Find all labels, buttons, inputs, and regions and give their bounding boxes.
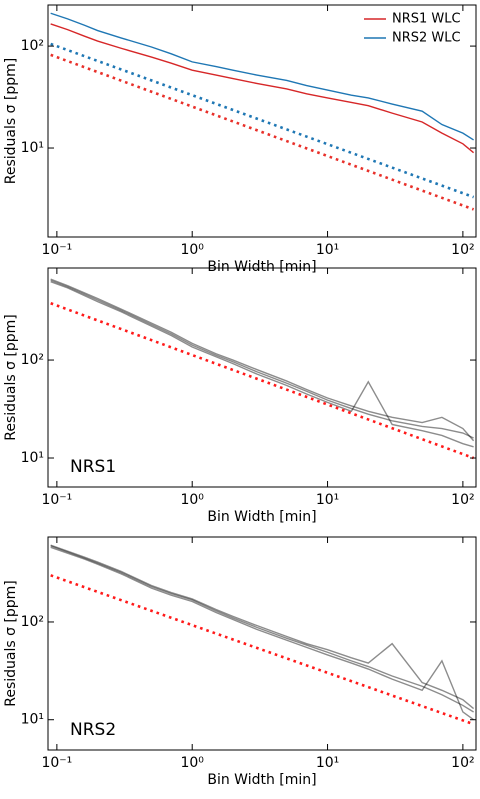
- panel-label: NRS1: [70, 457, 116, 477]
- plot-frame: [47, 267, 477, 488]
- y-tick-label: 10²: [21, 352, 44, 368]
- x-tick-label: 10²: [451, 492, 474, 508]
- x-tick-label: 10⁰: [180, 242, 204, 258]
- reference-line: [50, 53, 475, 211]
- x-axis-label: Bin Width [min]: [207, 509, 316, 525]
- x-tick-label: 10²: [451, 755, 474, 771]
- legend-label: NRS1 WLC: [392, 12, 461, 27]
- legend-label: NRS2 WLC: [392, 31, 461, 46]
- data-line: [50, 278, 475, 442]
- data-line: [50, 545, 474, 713]
- x-tick-label: 10²: [451, 242, 474, 258]
- y-tick-label: 10¹: [21, 712, 44, 728]
- plot-frame: [47, 536, 477, 751]
- y-tick-label: 10¹: [21, 450, 44, 466]
- y-axis-label: Residuals σ [ppm]: [3, 58, 19, 185]
- x-tick-label: 10⁰: [180, 492, 204, 508]
- y-tick-label: 10²: [21, 38, 44, 54]
- x-axis-label: Bin Width [min]: [207, 772, 316, 788]
- x-tick-label: 10¹: [316, 242, 339, 258]
- y-tick-label: 10²: [21, 614, 44, 630]
- x-tick-label: 10¹: [316, 492, 339, 508]
- x-axis-label: Bin Width [min]: [207, 259, 316, 275]
- x-tick-label: 10⁰: [180, 755, 204, 771]
- y-tick-label: 10¹: [21, 140, 44, 156]
- x-tick-label: 10¹: [316, 755, 339, 771]
- data-line: [50, 281, 474, 448]
- x-tick-label: 10⁻¹: [41, 755, 72, 771]
- y-axis-label: Residuals σ [ppm]: [3, 314, 19, 441]
- data-line: [50, 546, 475, 721]
- x-tick-label: 10⁻¹: [41, 492, 72, 508]
- reference-line: [50, 302, 475, 460]
- x-tick-label: 10⁻¹: [41, 242, 72, 258]
- panel-label: NRS2: [70, 720, 116, 740]
- y-axis-label: Residuals σ [ppm]: [3, 580, 19, 707]
- data-line: [50, 279, 474, 439]
- data-line: [50, 12, 474, 141]
- data-line: [50, 23, 475, 154]
- reference-line: [50, 574, 475, 726]
- data-line: [50, 544, 475, 710]
- reference-line: [50, 42, 475, 199]
- plot-frame: [47, 4, 477, 238]
